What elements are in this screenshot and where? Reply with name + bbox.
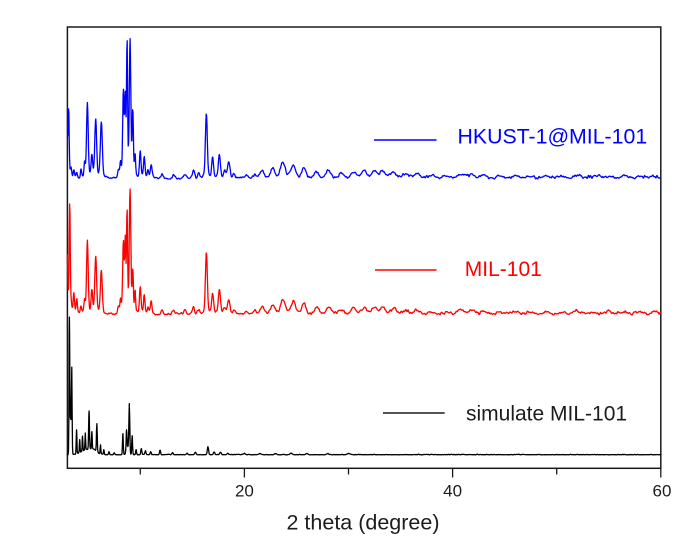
svg-text:20: 20: [235, 481, 254, 500]
svg-text:40: 40: [443, 481, 462, 500]
svg-text:MIL-101: MIL-101: [465, 258, 542, 281]
svg-text:HKUST-1@MIL-101: HKUST-1@MIL-101: [458, 124, 648, 148]
svg-text:60: 60: [653, 481, 672, 500]
svg-text:simulate MIL-101: simulate MIL-101: [466, 403, 627, 426]
svg-text:2 theta (degree): 2 theta (degree): [287, 511, 440, 535]
